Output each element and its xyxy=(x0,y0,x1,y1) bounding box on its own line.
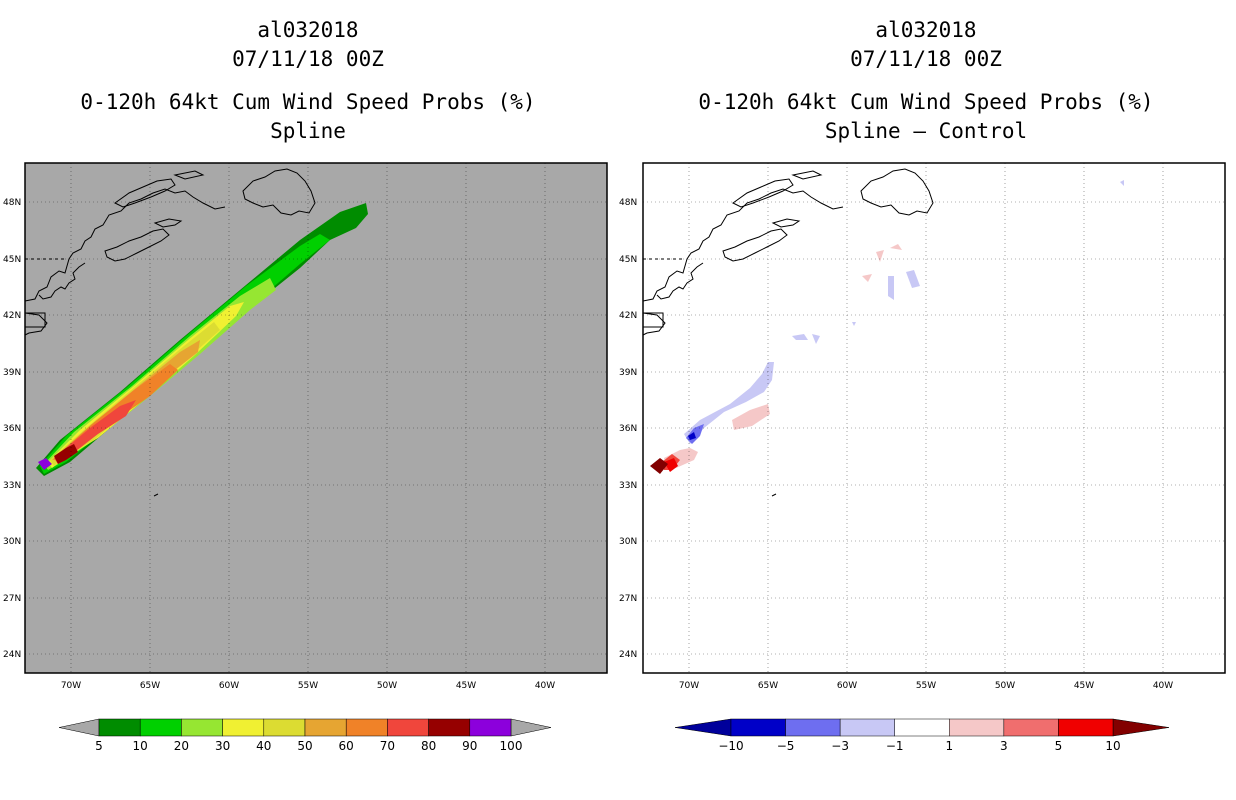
colorbar-over-arrow xyxy=(1112,718,1170,737)
lat-label: 33N xyxy=(3,481,21,491)
colorbar-under-arrow xyxy=(58,718,100,737)
left-storm-id: al032018 xyxy=(257,18,359,42)
lat-label: 48N xyxy=(619,198,637,208)
colorbar-label: 40 xyxy=(256,739,271,753)
lat-label: 33N xyxy=(619,481,637,491)
colorbar-label: 10 xyxy=(133,739,148,753)
colorbar-swatch xyxy=(730,718,786,737)
colorbar-swatch xyxy=(428,718,471,737)
colorbar-label: 30 xyxy=(215,739,230,753)
colorbar-swatch xyxy=(304,718,347,737)
colorbar-swatch xyxy=(785,718,841,737)
colorbar-label: 70 xyxy=(380,739,395,753)
lat-label: 45N xyxy=(619,255,637,265)
lat-label: 42N xyxy=(3,311,21,321)
colorbar-swatch xyxy=(263,718,306,737)
left-lat-labels: 48N 45N 42N 39N 36N 33N 30N 27N 24N xyxy=(3,198,21,660)
colorbar-swatch xyxy=(894,718,950,737)
lon-label: 65W xyxy=(140,681,160,691)
right-difference-field xyxy=(650,180,1124,474)
colorbar-label: 100 xyxy=(500,739,523,753)
colorbar-swatch xyxy=(1058,718,1114,737)
colorbar-label: 3 xyxy=(1000,739,1008,753)
right-subtitle: Spline – Control xyxy=(824,119,1028,143)
colorbar-swatch xyxy=(222,718,265,737)
colorbar-label: −1 xyxy=(886,739,904,753)
colorbar-label: −3 xyxy=(831,739,849,753)
colorbar-swatch xyxy=(345,718,388,737)
left-panel-title: al032018 07/11/18 00Z 0-120h 64kt Cum Wi… xyxy=(8,16,608,146)
left-lon-labels: 70W 65W 60W 55W 50W 45W 40W xyxy=(61,681,555,691)
colorbar-swatch xyxy=(139,718,182,737)
lon-label: 70W xyxy=(61,681,81,691)
colorbar-swatch xyxy=(387,718,429,737)
lat-label: 30N xyxy=(619,537,637,547)
left-colorbar: 5 10 20 30 40 50 60 70 80 90 100 xyxy=(58,718,552,753)
lat-label: 27N xyxy=(3,594,21,604)
lon-label: 50W xyxy=(377,681,397,691)
colorbar-label: 50 xyxy=(297,739,312,753)
colorbar-label: 1 xyxy=(945,739,953,753)
lon-label: 70W xyxy=(679,681,699,691)
colorbar-swatch xyxy=(469,718,512,737)
lon-label: 60W xyxy=(219,681,239,691)
right-lat-labels: 48N 45N 42N 39N 36N 33N 30N 27N 24N xyxy=(619,198,637,660)
colorbar-label: 10 xyxy=(1105,739,1120,753)
right-lon-labels: 70W 65W 60W 55W 50W 45W 40W xyxy=(679,681,1173,691)
lon-label: 60W xyxy=(837,681,857,691)
left-map-panel: 48N 45N 42N 39N 36N 33N 30N 27N 24N 70W … xyxy=(3,162,608,691)
colorbar-swatch xyxy=(949,718,1005,737)
colorbar-label: −10 xyxy=(718,739,743,753)
lat-label: 30N xyxy=(3,537,21,547)
lat-label: 42N xyxy=(619,311,637,321)
left-probability-swath xyxy=(36,203,368,476)
lon-label: 45W xyxy=(1074,681,1094,691)
colorbar-label: 80 xyxy=(421,739,436,753)
lon-label: 40W xyxy=(535,681,555,691)
colorbar-swatch xyxy=(98,718,141,737)
lon-label: 40W xyxy=(1153,681,1173,691)
lat-label: 24N xyxy=(3,650,21,660)
colorbar-under-arrow xyxy=(674,718,732,737)
colorbar-label: −5 xyxy=(777,739,795,753)
colorbar-swatch xyxy=(181,718,223,737)
right-panel-title: al032018 07/11/18 00Z 0-120h 64kt Cum Wi… xyxy=(626,16,1226,146)
lon-label: 55W xyxy=(298,681,318,691)
right-storm-id: al032018 xyxy=(875,18,977,42)
lon-label: 50W xyxy=(995,681,1015,691)
lat-label: 36N xyxy=(3,424,21,434)
lon-label: 45W xyxy=(456,681,476,691)
lat-label: 39N xyxy=(3,368,21,378)
colorbar-swatch xyxy=(1003,718,1059,737)
lat-label: 27N xyxy=(619,594,637,604)
right-colorbar: −10 −5 −3 −1 1 3 5 10 xyxy=(674,718,1170,753)
left-subtitle: Spline xyxy=(270,119,346,143)
left-date: 07/11/18 00Z xyxy=(232,47,384,71)
lat-label: 24N xyxy=(619,650,637,660)
lat-label: 39N xyxy=(619,368,637,378)
colorbar-label: 5 xyxy=(95,739,103,753)
colorbar-label: 20 xyxy=(174,739,189,753)
lon-label: 55W xyxy=(916,681,936,691)
right-date: 07/11/18 00Z xyxy=(850,47,1002,71)
lon-label: 65W xyxy=(758,681,778,691)
lat-label: 36N xyxy=(619,424,637,434)
lat-label: 45N xyxy=(3,255,21,265)
right-map-background xyxy=(642,162,1226,674)
colorbar-label: 5 xyxy=(1055,739,1063,753)
right-product: 0-120h 64kt Cum Wind Speed Probs (%) xyxy=(698,90,1154,114)
right-map-panel: 48N 45N 42N 39N 36N 33N 30N 27N 24N 70W … xyxy=(619,162,1226,691)
lat-label: 48N xyxy=(3,198,21,208)
colorbar-swatch xyxy=(839,718,895,737)
colorbar-label: 90 xyxy=(462,739,477,753)
colorbar-over-arrow xyxy=(510,718,552,737)
colorbar-label: 60 xyxy=(339,739,354,753)
left-product: 0-120h 64kt Cum Wind Speed Probs (%) xyxy=(80,90,536,114)
